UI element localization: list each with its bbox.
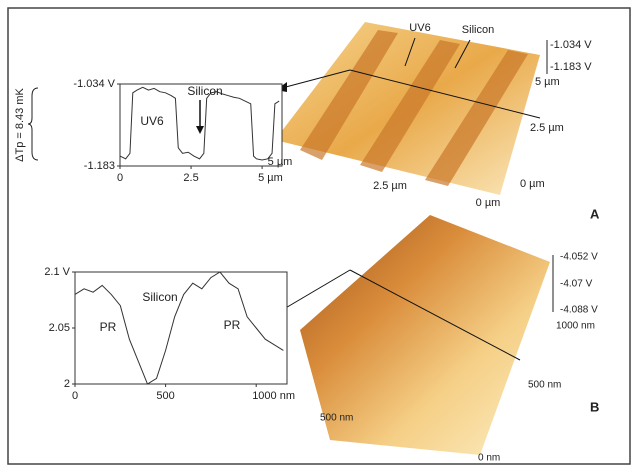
y-tick-label: -1.183 bbox=[84, 160, 115, 172]
surface-label: Silicon bbox=[462, 24, 494, 36]
surface-label: -4.07 V bbox=[560, 279, 593, 290]
x-tick-label: 0 bbox=[72, 390, 78, 402]
annotation: PR bbox=[100, 320, 117, 334]
surface-label: 5 µm bbox=[268, 156, 293, 168]
y-tick-label: 2 bbox=[64, 378, 70, 390]
surface-label: -1.183 V bbox=[550, 61, 592, 73]
surface-label: 0 µm bbox=[520, 178, 545, 190]
annotation: Silicon bbox=[187, 84, 222, 98]
annotation: PR bbox=[224, 318, 241, 332]
x-tick-label: 500 bbox=[156, 390, 174, 402]
y-tick-label: 2.1 V bbox=[44, 266, 70, 278]
x-tick-label: 2.5 bbox=[183, 172, 198, 184]
surface-label: 500 nm bbox=[528, 380, 561, 391]
brace bbox=[28, 88, 38, 160]
surface-label: 0 nm bbox=[478, 453, 500, 464]
surface-label: -4.088 V bbox=[560, 305, 598, 316]
y-tick-label: -1.034 V bbox=[73, 78, 115, 90]
panel-label: B bbox=[590, 399, 599, 414]
surface-label: UV6 bbox=[409, 22, 430, 34]
surface-label: 500 nm bbox=[320, 413, 353, 424]
surface-label: 2.5 µm bbox=[530, 122, 564, 134]
x-tick-label: 5 µm bbox=[258, 172, 283, 184]
annotation: Silicon bbox=[142, 290, 177, 304]
panel-label: A bbox=[590, 206, 600, 221]
surface-label: -1.034 V bbox=[550, 39, 592, 51]
annotation: UV6 bbox=[140, 114, 164, 128]
x-tick-label: 0 bbox=[117, 172, 123, 184]
y-axis-label: ΔTp = 8.43 mK bbox=[14, 87, 26, 161]
surface-label: -4.052 V bbox=[560, 252, 598, 263]
surface-label: 0 µm bbox=[476, 197, 501, 209]
surface-label: 5 µm bbox=[535, 76, 560, 88]
surface-label: 1000 nm bbox=[556, 321, 595, 332]
figure: A B -1.034 V-1.18302.55 µmΔTp = 8.43 mKU… bbox=[0, 0, 638, 472]
x-tick-label: 1000 nm bbox=[252, 390, 295, 402]
surface-label: 2.5 µm bbox=[373, 180, 407, 192]
y-tick-label: 2.05 bbox=[49, 322, 70, 334]
